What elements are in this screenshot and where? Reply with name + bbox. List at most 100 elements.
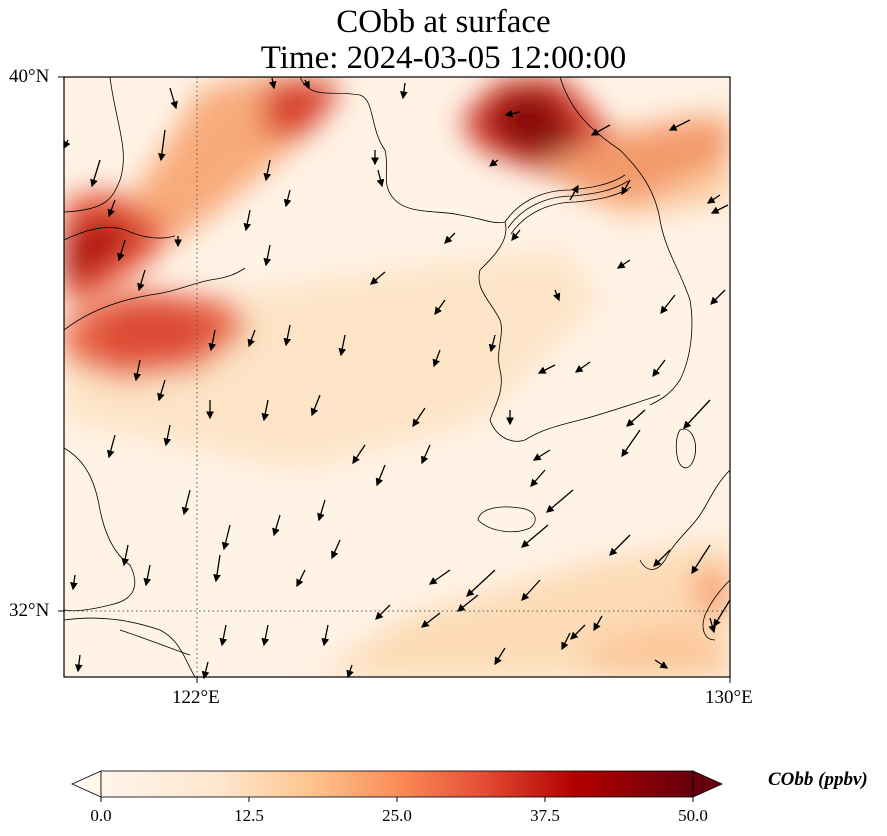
wind-vector-arrow bbox=[296, 569, 306, 588]
wind-vector-arrow bbox=[117, 239, 126, 262]
colorbar-ticks bbox=[100, 797, 694, 802]
wind-vector-arrow bbox=[421, 444, 431, 465]
colorbar-label: CObb (ppbv) bbox=[768, 769, 868, 790]
lat-tick-32n: 32°N bbox=[9, 600, 50, 621]
wind-vector-arrow bbox=[521, 579, 541, 601]
wind-vector-arrow bbox=[213, 554, 221, 583]
wind-vector-arrow bbox=[310, 394, 321, 417]
wind-vector-arrow bbox=[654, 659, 669, 669]
map-title-line-2: Time: 2024-03-05 12:00:00 bbox=[260, 40, 627, 76]
wind-vector-arrow bbox=[70, 574, 78, 591]
lon-tick-130e: 130°E bbox=[705, 687, 753, 708]
map-frame bbox=[63, 76, 731, 678]
wind-vector-arrow bbox=[488, 334, 497, 353]
wind-vector-arrow bbox=[247, 329, 256, 348]
wind-vector-arrow bbox=[710, 289, 726, 305]
colorbar-tick-4: 50.0 bbox=[678, 806, 708, 825]
wind-vector-arrow bbox=[652, 359, 666, 378]
wind-vector-arrow bbox=[590, 124, 611, 136]
wind-vector-arrow bbox=[434, 299, 446, 316]
wind-vector-arrow bbox=[370, 271, 386, 285]
wind-vector-arrow bbox=[713, 599, 731, 628]
wind-vector-arrow bbox=[283, 189, 292, 208]
wind-vector-arrow bbox=[530, 469, 546, 487]
wind-vector-arrow bbox=[626, 409, 646, 427]
wind-vector-arrow bbox=[121, 544, 130, 567]
wind-vector-arrow bbox=[574, 361, 591, 373]
wind-vector-arrow bbox=[653, 549, 671, 567]
wind-vector-arrow bbox=[494, 647, 506, 666]
korea-east-coast bbox=[559, 77, 693, 406]
korea-border bbox=[504, 174, 626, 223]
wind-vector-arrow bbox=[488, 158, 499, 167]
wind-vector-arrow bbox=[169, 87, 178, 110]
wind-vector-arrow bbox=[456, 594, 479, 612]
wind-vector-arrow bbox=[412, 407, 426, 428]
wind-vector-arrow bbox=[143, 564, 152, 587]
jiangsu-coast bbox=[64, 447, 136, 612]
wind-vector-arrow bbox=[428, 569, 451, 585]
colorbar-extend-min bbox=[71, 770, 102, 798]
wind-vector-arrow bbox=[219, 624, 228, 647]
wind-vector-arrow bbox=[561, 632, 571, 651]
wind-vector-arrow bbox=[521, 524, 549, 548]
wind-vector-arrow bbox=[432, 349, 441, 368]
wind-vector-arrow bbox=[621, 179, 631, 196]
wind-vector-arrow bbox=[668, 119, 691, 131]
wind-vectors bbox=[63, 77, 731, 680]
wind-vector-arrow bbox=[504, 109, 521, 118]
wind-vector-arrow bbox=[609, 534, 631, 556]
wind-vector-arrow bbox=[317, 499, 326, 522]
colorbar-gradient bbox=[100, 770, 694, 798]
korea-west-coast bbox=[478, 221, 661, 442]
wind-vector-arrow bbox=[221, 524, 231, 551]
wind-vector-arrow bbox=[90, 159, 101, 188]
wind-vector-arrow bbox=[201, 661, 210, 680]
wind-vector-arrow bbox=[710, 204, 729, 214]
wind-vector-arrow bbox=[137, 269, 146, 292]
wind-vector-arrow bbox=[208, 329, 217, 352]
wind-vector-arrow bbox=[708, 617, 716, 634]
wind-vector-arrow bbox=[321, 624, 330, 647]
wind-vector-arrow bbox=[593, 615, 603, 632]
jeju-island bbox=[477, 506, 536, 533]
wind-vector-arrow bbox=[621, 429, 641, 458]
wind-vector-arrow bbox=[133, 359, 142, 382]
wind-vector-arrow bbox=[532, 449, 551, 461]
kyushu-coast bbox=[639, 469, 730, 570]
wind-vector-arrow bbox=[466, 569, 496, 597]
wind-vector-arrow bbox=[261, 624, 270, 647]
map-title-line-1: CObb at surface bbox=[336, 4, 551, 40]
wind-vector-arrow bbox=[302, 79, 310, 90]
wind-vector-arrow bbox=[107, 199, 116, 218]
wind-vector-arrow bbox=[163, 424, 172, 447]
wind-vector-arrow bbox=[569, 184, 579, 201]
wind-vector-arrow bbox=[552, 289, 561, 302]
wind-vector-arrow bbox=[537, 364, 556, 374]
wind-vector-arrow bbox=[181, 489, 191, 516]
wind-vector-arrow bbox=[375, 604, 391, 620]
bohai-coast bbox=[64, 77, 124, 213]
wind-vector-arrow bbox=[420, 612, 441, 628]
wind-vector-arrow bbox=[283, 324, 292, 347]
wind-vector-arrow bbox=[243, 209, 252, 232]
wind-vector-arrow bbox=[263, 159, 272, 182]
wind-vector-arrow bbox=[263, 244, 272, 267]
wind-vector-arrow bbox=[683, 399, 711, 429]
wind-vector-arrow bbox=[352, 444, 366, 465]
wind-vector-arrow bbox=[268, 77, 277, 90]
wind-vector-arrow bbox=[616, 259, 631, 269]
map-ticks bbox=[58, 76, 731, 683]
wind-vector-arrow bbox=[399, 82, 408, 100]
wind-vector-arrow bbox=[376, 169, 385, 188]
coastlines bbox=[64, 77, 730, 677]
map-title: CObb at surface Time: 2024-03-05 12:00:0… bbox=[0, 4, 887, 76]
wind-vector-arrow bbox=[106, 434, 116, 459]
wind-vector-arrow bbox=[706, 194, 721, 204]
bohai-south-coast bbox=[64, 227, 176, 241]
wind-vector-arrow bbox=[74, 654, 83, 673]
wind-vector-arrow bbox=[346, 664, 354, 679]
wind-vector-arrow bbox=[691, 544, 711, 575]
tsushima-island bbox=[675, 428, 697, 469]
